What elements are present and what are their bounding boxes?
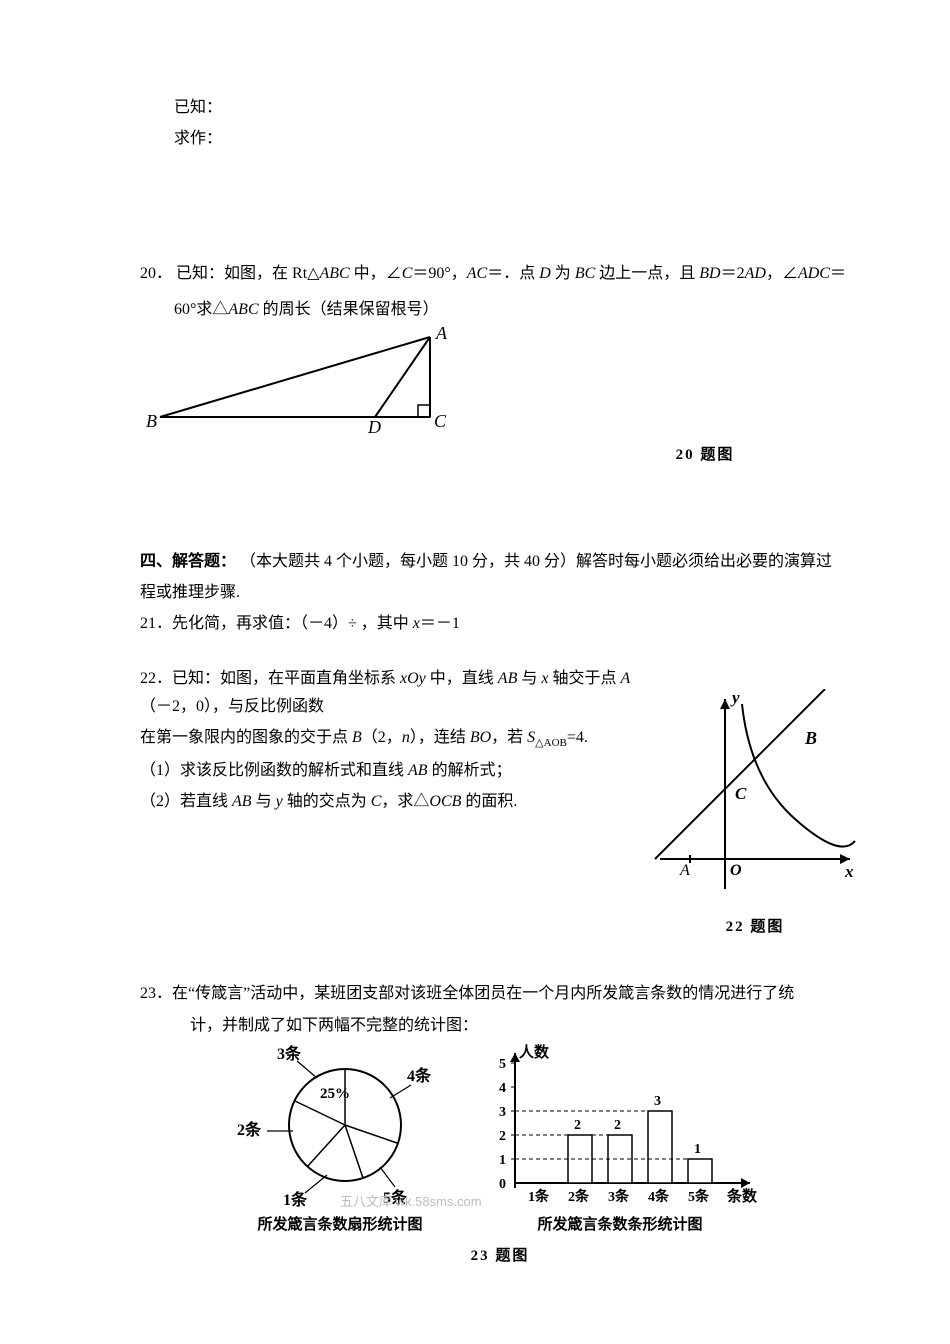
q23-block: 23．在“传箴言”活动中，某班团支部对该班全体团员在一个月内所发箴言条数的情况进… bbox=[140, 980, 860, 1264]
q23-caption: 23 题图 bbox=[140, 1244, 860, 1265]
q22-figure: y x O A B C bbox=[650, 689, 860, 909]
watermark: 五八文库 wk.58sms.com bbox=[340, 1191, 482, 1210]
q22-label-A: A bbox=[679, 862, 690, 879]
q20-caption: 20 题图 bbox=[550, 443, 860, 464]
svg-text:3: 3 bbox=[654, 1094, 661, 1109]
pie-l4: 4条 bbox=[407, 1066, 432, 1085]
q22-part2: （2）若直线 AB 与 y 轴的交点为 C，求△OCB 的面积. bbox=[140, 788, 640, 815]
q22-row: 22．已知：如图，在平面直角坐标系 xOy 中，直线 AB 与 x 轴交于点 A… bbox=[140, 661, 860, 936]
pie-l3: 3条 bbox=[277, 1044, 302, 1063]
q22-line1: 22．已知：如图，在平面直角坐标系 xOy 中，直线 AB 与 x 轴交于点 A… bbox=[140, 665, 640, 719]
bar-xlabel: 条数 bbox=[726, 1187, 758, 1205]
spacer bbox=[140, 641, 860, 651]
pie-title: 所发箴言条数扇形统计图 bbox=[235, 1213, 445, 1234]
construct-label: 求作： bbox=[140, 125, 860, 152]
q20-number: 20． bbox=[140, 265, 172, 282]
svg-text:2: 2 bbox=[499, 1129, 506, 1144]
svg-text:2: 2 bbox=[614, 1118, 621, 1133]
q22-part1: （1）求该反比例函数的解析式和直线 AB 的解析式； bbox=[140, 757, 640, 784]
q20-figure: A B C D bbox=[140, 327, 450, 437]
q22-label-B: B bbox=[804, 728, 817, 748]
q23-line1: 23．在“传箴言”活动中，某班团支部对该班全体团员在一个月内所发箴言条数的情况进… bbox=[140, 980, 860, 1007]
pie-l2: 2条 bbox=[237, 1120, 262, 1139]
q20-line1: 20． 已知：如图，在 Rt△ABC 中，∠C＝90°，AC＝．点 D 为 BC… bbox=[140, 260, 860, 287]
q20-text1: 已知：如图，在 Rt△ABC 中，∠C＝90°，AC＝．点 D 为 BC 边上一… bbox=[176, 265, 846, 282]
q23-line2: 计，并制成了如下两幅不完整的统计图： bbox=[140, 1012, 860, 1039]
q20-label-B: B bbox=[146, 411, 157, 431]
svg-text:1条: 1条 bbox=[528, 1188, 550, 1205]
spacer bbox=[140, 651, 860, 661]
q22-caption: 22 题图 bbox=[650, 915, 860, 936]
pie-l1: 1条 bbox=[283, 1190, 308, 1209]
q22-label-O: O bbox=[730, 862, 742, 879]
section4-desc1: （本大题共 4 个小题，每小题 10 分，共 40 分）解答时每小题必须给出必要… bbox=[240, 553, 832, 570]
svg-text:2: 2 bbox=[574, 1118, 581, 1133]
spacer bbox=[140, 156, 860, 256]
svg-text:3: 3 bbox=[499, 1105, 506, 1120]
q22-label-C: C bbox=[735, 784, 747, 803]
svg-text:3条: 3条 bbox=[608, 1188, 630, 1205]
bar-title: 所发箴言条数条形统计图 bbox=[475, 1213, 765, 1234]
q22-line2: 在第一象限内的图象的交于点 B（2，n），连结 BO，若 S△AOB=4. bbox=[140, 724, 640, 753]
q20-figure-wrap: A B C D 20 题图 bbox=[140, 327, 860, 464]
svg-text:5条: 5条 bbox=[688, 1188, 710, 1205]
svg-text:4: 4 bbox=[499, 1081, 506, 1096]
spacer bbox=[140, 504, 860, 544]
q22-label-y: y bbox=[730, 689, 740, 707]
section4-desc2: 程或推理步骤. bbox=[140, 579, 860, 606]
svg-text:4条: 4条 bbox=[648, 1188, 670, 1205]
known-label: 已知： bbox=[140, 94, 860, 121]
section4-heading: 四、解答题： bbox=[140, 553, 236, 570]
q22-line2-post: =4. bbox=[567, 729, 588, 746]
q22-sub: △AOB bbox=[535, 737, 567, 749]
section4-line1: 四、解答题： （本大题共 4 个小题，每小题 10 分，共 40 分）解答时每小… bbox=[140, 548, 860, 575]
spacer bbox=[140, 936, 860, 976]
spacer bbox=[140, 464, 860, 504]
q23-bar-wrap: 0 1 2 3 4 5 2 2 3 1 bbox=[475, 1043, 765, 1234]
svg-text:2条: 2条 bbox=[568, 1188, 590, 1205]
q23-pie: 3条 25% 2条 1条 5条 4条 bbox=[235, 1043, 445, 1213]
svg-text:5: 5 bbox=[499, 1057, 506, 1072]
svg-text:1: 1 bbox=[694, 1142, 701, 1157]
q21-text: 21．先化简，再求值：（－4）÷ ，其中 x＝－1 bbox=[140, 610, 860, 637]
q20-label-D: D bbox=[367, 417, 381, 437]
q22-label-x: x bbox=[844, 862, 854, 881]
svg-text:0: 0 bbox=[499, 1177, 506, 1192]
q20-label-C: C bbox=[434, 411, 447, 431]
q20-label-A: A bbox=[435, 327, 448, 343]
q20-text2: 60°求△ABC 的周长（结果保留根号） bbox=[140, 296, 860, 323]
pie-pct: 25% bbox=[320, 1086, 350, 1102]
q23-bar: 0 1 2 3 4 5 2 2 3 1 bbox=[475, 1043, 765, 1213]
bar-ylabel: 人数 bbox=[519, 1043, 550, 1061]
svg-text:1: 1 bbox=[499, 1153, 506, 1168]
